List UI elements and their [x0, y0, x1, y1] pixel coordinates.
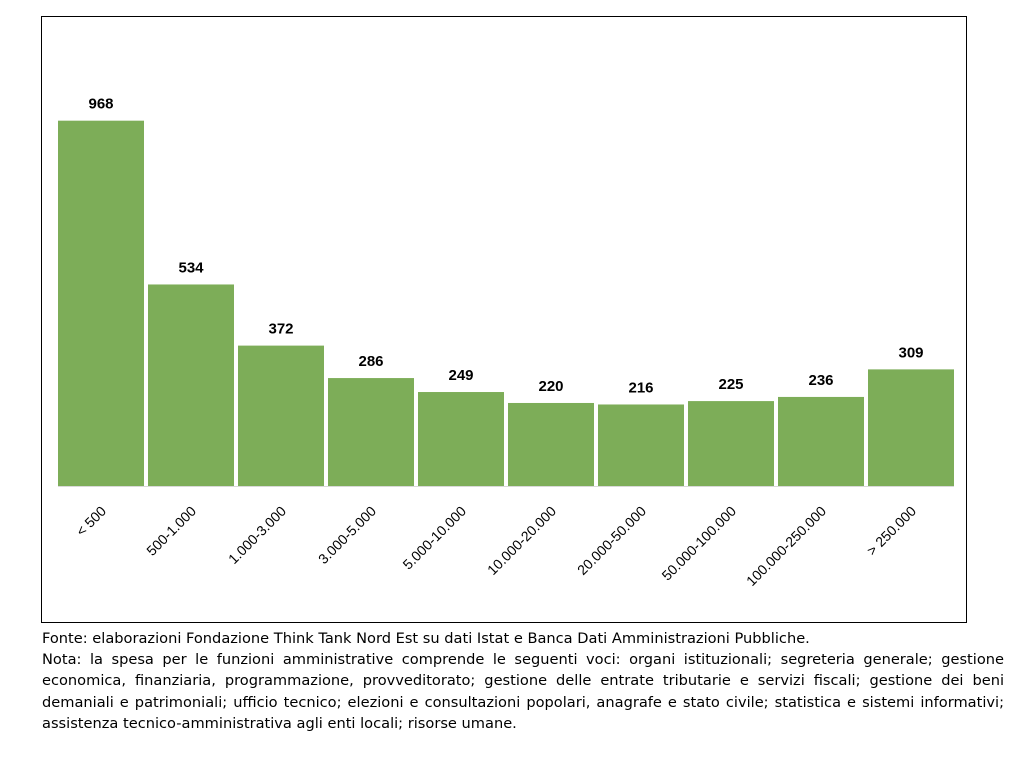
bar-2 [238, 345, 324, 486]
x-tick-label-2: 1.000-3.000 [225, 503, 289, 567]
x-tick-label-8: 100.000-250.000 [743, 503, 829, 589]
data-label-4: 249 [448, 367, 473, 384]
data-label-5: 220 [538, 378, 563, 395]
data-label-9: 309 [898, 344, 923, 361]
data-label-8: 236 [808, 372, 833, 389]
data-label-3: 286 [358, 353, 383, 370]
chart-frame: 968 < 500 534 500-1.000 372 1.000-3.000 286 3.0… [41, 16, 967, 623]
bar-chart: 968 < 500 534 500-1.000 372 1.000-3.000 286 3.0… [58, 96, 954, 589]
data-label-7: 225 [718, 376, 743, 393]
x-tick-label-9: > 250.000 [863, 503, 919, 559]
bar-4 [418, 392, 504, 486]
bar-5 [508, 402, 594, 486]
x-tick-label-1: 500-1.000 [143, 503, 199, 559]
bar-8 [778, 396, 864, 486]
bar-9 [868, 369, 954, 486]
bar-6 [598, 404, 684, 486]
data-label-0: 968 [88, 96, 113, 113]
x-tick-label-4: 5.000-10.000 [399, 503, 469, 573]
data-label-1: 534 [178, 259, 204, 276]
data-label-2: 372 [268, 321, 293, 338]
bar-7 [688, 401, 774, 486]
chart-footnote: Fonte: elaborazioni Fondazione Think Tan… [42, 628, 1004, 734]
data-label-6: 216 [628, 379, 653, 396]
x-tick-label-3: 3.000-5.000 [315, 503, 379, 567]
x-tick-label-7: 50.000-100.000 [658, 503, 739, 584]
source-note: Fonte: elaborazioni Fondazione Think Tan… [42, 630, 810, 647]
methodology-note: Nota: la spesa per le funzioni amministr… [42, 651, 1004, 732]
bar-0 [58, 120, 144, 486]
x-tick-label-5: 10.000-20.000 [484, 503, 559, 578]
x-tick-label-0: < 500 [73, 503, 110, 540]
bar-1 [148, 284, 234, 486]
bar-3 [328, 378, 414, 486]
x-tick-label-6: 20.000-50.000 [574, 503, 649, 578]
